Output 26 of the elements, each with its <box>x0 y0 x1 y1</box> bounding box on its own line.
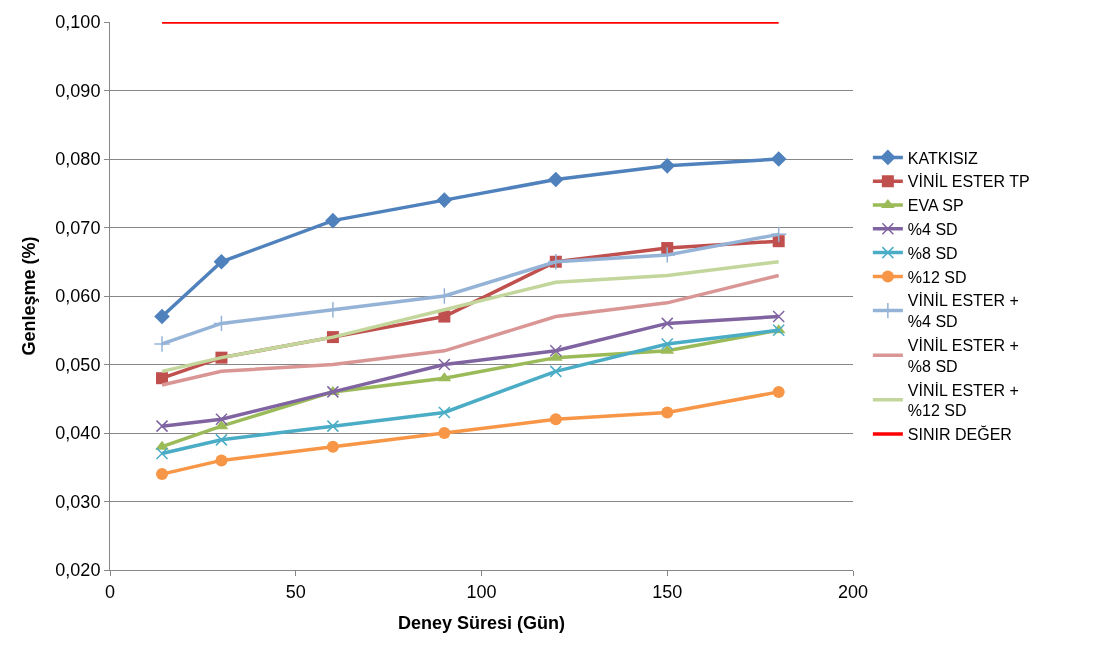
y-tick-label: 0,040 <box>55 423 101 444</box>
y-tick-label: 0,100 <box>55 12 101 33</box>
y-tick-label: 0,050 <box>55 354 101 375</box>
x-tick-label: 0 <box>104 581 116 602</box>
legend-label: VİNİL ESTER TP <box>907 172 1030 191</box>
y-tick-label: 0,020 <box>55 560 101 581</box>
y-axis-title: Genleşme (%) <box>18 236 39 356</box>
y-tick-label: 0,060 <box>55 286 101 307</box>
legend-label: EVA SP <box>907 197 964 215</box>
x-tick-label: 200 <box>837 581 869 602</box>
y-tick-label: 0,070 <box>55 217 101 238</box>
legend-label: VİNİL ESTER + %8 SD <box>907 336 1019 375</box>
legend-label: SINIR DEĞER <box>907 425 1012 444</box>
legend-label: VİNİL ESTER + %4 SD <box>907 291 1019 331</box>
y-tick-label: 0,090 <box>55 80 101 101</box>
x-axis-title: Deney Süresi (Gün) <box>397 612 566 633</box>
y-tick-label: 0,080 <box>55 149 101 170</box>
x-tick-label: 150 <box>652 581 683 602</box>
y-tick-label: 0,030 <box>55 491 101 512</box>
legend-label: %12 SD <box>907 268 967 286</box>
x-tick-label: 100 <box>466 581 497 602</box>
legend-label: KATKISIZ <box>907 149 979 167</box>
legend-label: VİNİL ESTER + %12 SD <box>907 380 1019 420</box>
legend-label: %8 SD <box>907 244 958 262</box>
legend-label: %4 SD <box>907 221 958 239</box>
x-tick-label: 50 <box>285 581 306 602</box>
